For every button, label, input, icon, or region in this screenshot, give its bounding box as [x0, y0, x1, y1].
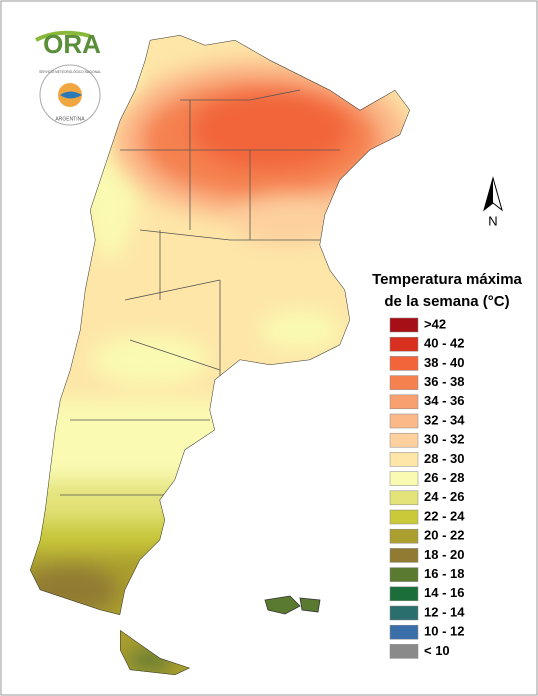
- legend-label: 14 - 16: [424, 585, 464, 600]
- logo: ORA SERVICIO METEOROLÓGICO NACIONAL ARGE…: [35, 29, 101, 126]
- legend-swatch: [389, 394, 419, 410]
- legend-swatch: [389, 375, 419, 390]
- legend-label: 32 - 34: [424, 412, 465, 427]
- legend-label: 22 - 24: [424, 508, 465, 523]
- legend-label: 40 - 42: [424, 336, 464, 351]
- legend-swatch: [389, 586, 419, 602]
- legend: Temperatura máxima de la semana (°C) >42 40…: [372, 271, 523, 659]
- legend-swatch: [389, 413, 419, 429]
- legend-label: 16 - 18: [424, 566, 464, 581]
- legend-title: Temperatura máxima: [372, 271, 522, 288]
- legend-swatch: [389, 509, 419, 525]
- legend-swatch: [389, 490, 419, 506]
- legend-title: de la semana (°C): [384, 293, 509, 310]
- legend-label: 24 - 26: [424, 489, 464, 504]
- legend-swatch: [389, 644, 419, 659]
- north-label: N: [488, 213, 497, 228]
- legend-swatch: [389, 624, 419, 640]
- legend-swatch: [389, 432, 419, 448]
- legend-label: >42: [424, 316, 446, 331]
- legend-swatch: [389, 356, 419, 371]
- agency-name: SERVICIO METEOROLÓGICO NACIONAL: [39, 69, 101, 74]
- legend-label: 30 - 32: [424, 432, 464, 447]
- legend-label: 36 - 38: [424, 374, 464, 389]
- legend-label: 10 - 12: [424, 624, 464, 639]
- north-arrow: N: [483, 176, 503, 228]
- legend-label: < 10: [424, 643, 450, 658]
- islands: [264, 595, 321, 615]
- legend-label: 34 - 36: [424, 393, 464, 408]
- legend-label: 20 - 22: [424, 528, 464, 543]
- legend-swatch: [389, 567, 419, 582]
- legend-label: 26 - 28: [424, 470, 464, 485]
- legend-swatch: [389, 336, 419, 352]
- legend-swatch: [389, 317, 419, 333]
- legend-swatch: [389, 548, 419, 563]
- logo-text: ORA: [43, 29, 101, 59]
- legend-swatch: [389, 605, 419, 621]
- legend-swatch: [389, 471, 419, 486]
- legend-label: 12 - 14: [424, 604, 465, 619]
- agency-country: ARGENTINA: [55, 116, 85, 122]
- legend-label: 18 - 20: [424, 547, 464, 562]
- legend-label: 28 - 30: [424, 451, 464, 466]
- legend-swatch: [389, 528, 419, 544]
- legend-swatch: [389, 452, 419, 467]
- legend-label: 38 - 40: [424, 355, 464, 370]
